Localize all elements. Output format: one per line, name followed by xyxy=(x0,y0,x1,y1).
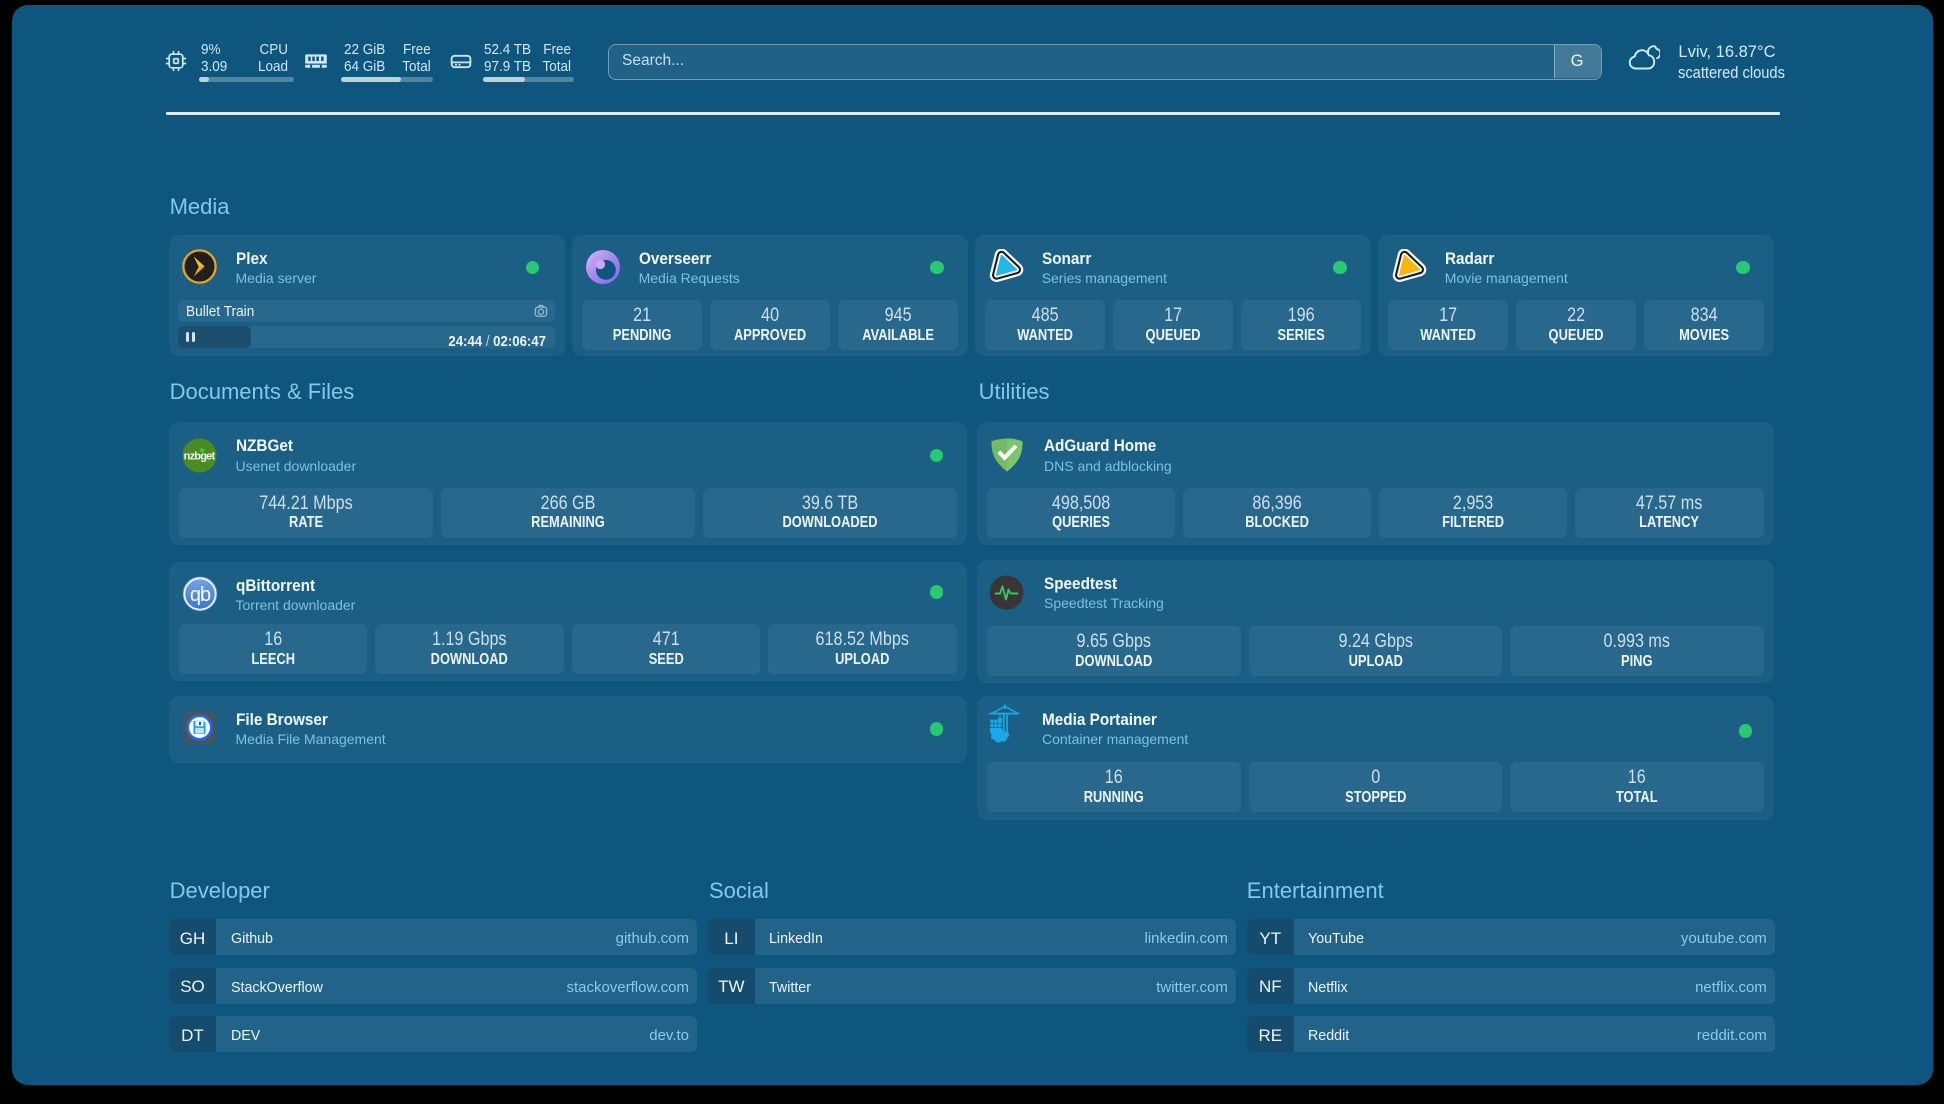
svg-text:nzbget: nzbget xyxy=(183,450,215,462)
svg-text:qb: qb xyxy=(189,584,210,606)
